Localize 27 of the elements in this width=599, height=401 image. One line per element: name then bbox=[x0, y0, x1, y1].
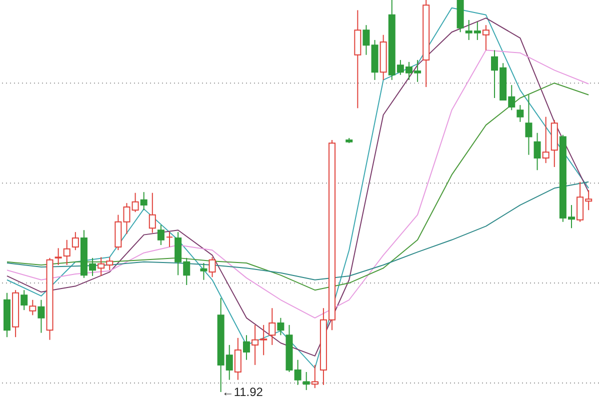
annotation: ←11.92 bbox=[222, 385, 264, 399]
candlestick bbox=[277, 317, 284, 336]
candlestick bbox=[20, 290, 28, 311]
candlestick bbox=[294, 359, 302, 386]
candlestick bbox=[234, 337, 242, 380]
candlestick bbox=[132, 192, 139, 213]
candlestick bbox=[140, 192, 148, 211]
candlestick bbox=[525, 94, 532, 156]
candlestick bbox=[148, 192, 156, 234]
candlestick bbox=[72, 232, 79, 251]
candlestick bbox=[38, 299, 45, 334]
candlestick bbox=[200, 262, 208, 280]
candlestick bbox=[157, 224, 164, 246]
candlestick bbox=[63, 239, 70, 266]
candlestick bbox=[311, 364, 318, 389]
candlestick bbox=[208, 256, 216, 278]
candlestick bbox=[482, 24, 490, 51]
candlestick bbox=[542, 116, 550, 164]
candlestick bbox=[268, 308, 276, 346]
candlestick bbox=[534, 132, 541, 171]
candlestick bbox=[516, 104, 524, 122]
candlestick bbox=[166, 232, 174, 248]
candlestick bbox=[54, 248, 62, 266]
candlestick bbox=[242, 334, 250, 360]
candlestick bbox=[29, 299, 36, 316]
candlestick bbox=[302, 372, 310, 391]
candlestick bbox=[362, 24, 370, 56]
